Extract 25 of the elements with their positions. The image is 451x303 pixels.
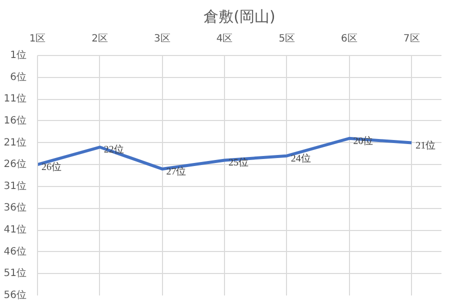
y-tick-label: 46位 [4,245,27,258]
y-tick-label: 31位 [4,180,27,192]
y-tick-label: 36位 [4,202,27,214]
x-tick-label: 6区 [341,34,358,44]
y-tick-label: 11位 [4,92,27,105]
x-tick-label: 4区 [216,34,233,44]
data-label: 21位 [416,139,436,152]
y-tick-label: 41位 [4,224,27,236]
chart-title: 倉敷(岡山) [204,8,276,26]
data-label: 25位 [228,156,249,169]
x-tick-label: 1区 [29,34,46,44]
y-tick-label: 21位 [4,136,27,148]
y-tick-label: 6位 [10,70,27,83]
data-label: 26位 [42,161,62,174]
y-tick-label: 16位 [4,114,27,126]
x-tick-label: 2区 [92,34,108,44]
x-tick-label: 5区 [278,34,296,44]
x-tick-label: 7区 [403,34,420,44]
x-tick-label: 3区 [154,34,170,44]
y-tick-label: 1位 [10,49,27,61]
y-tick-label: 26位 [4,158,27,170]
data-label: 24位 [290,152,311,164]
data-label: 27位 [166,165,186,178]
y-tick-label: 56位 [4,289,27,301]
y-tick-label: 51位 [4,267,27,280]
